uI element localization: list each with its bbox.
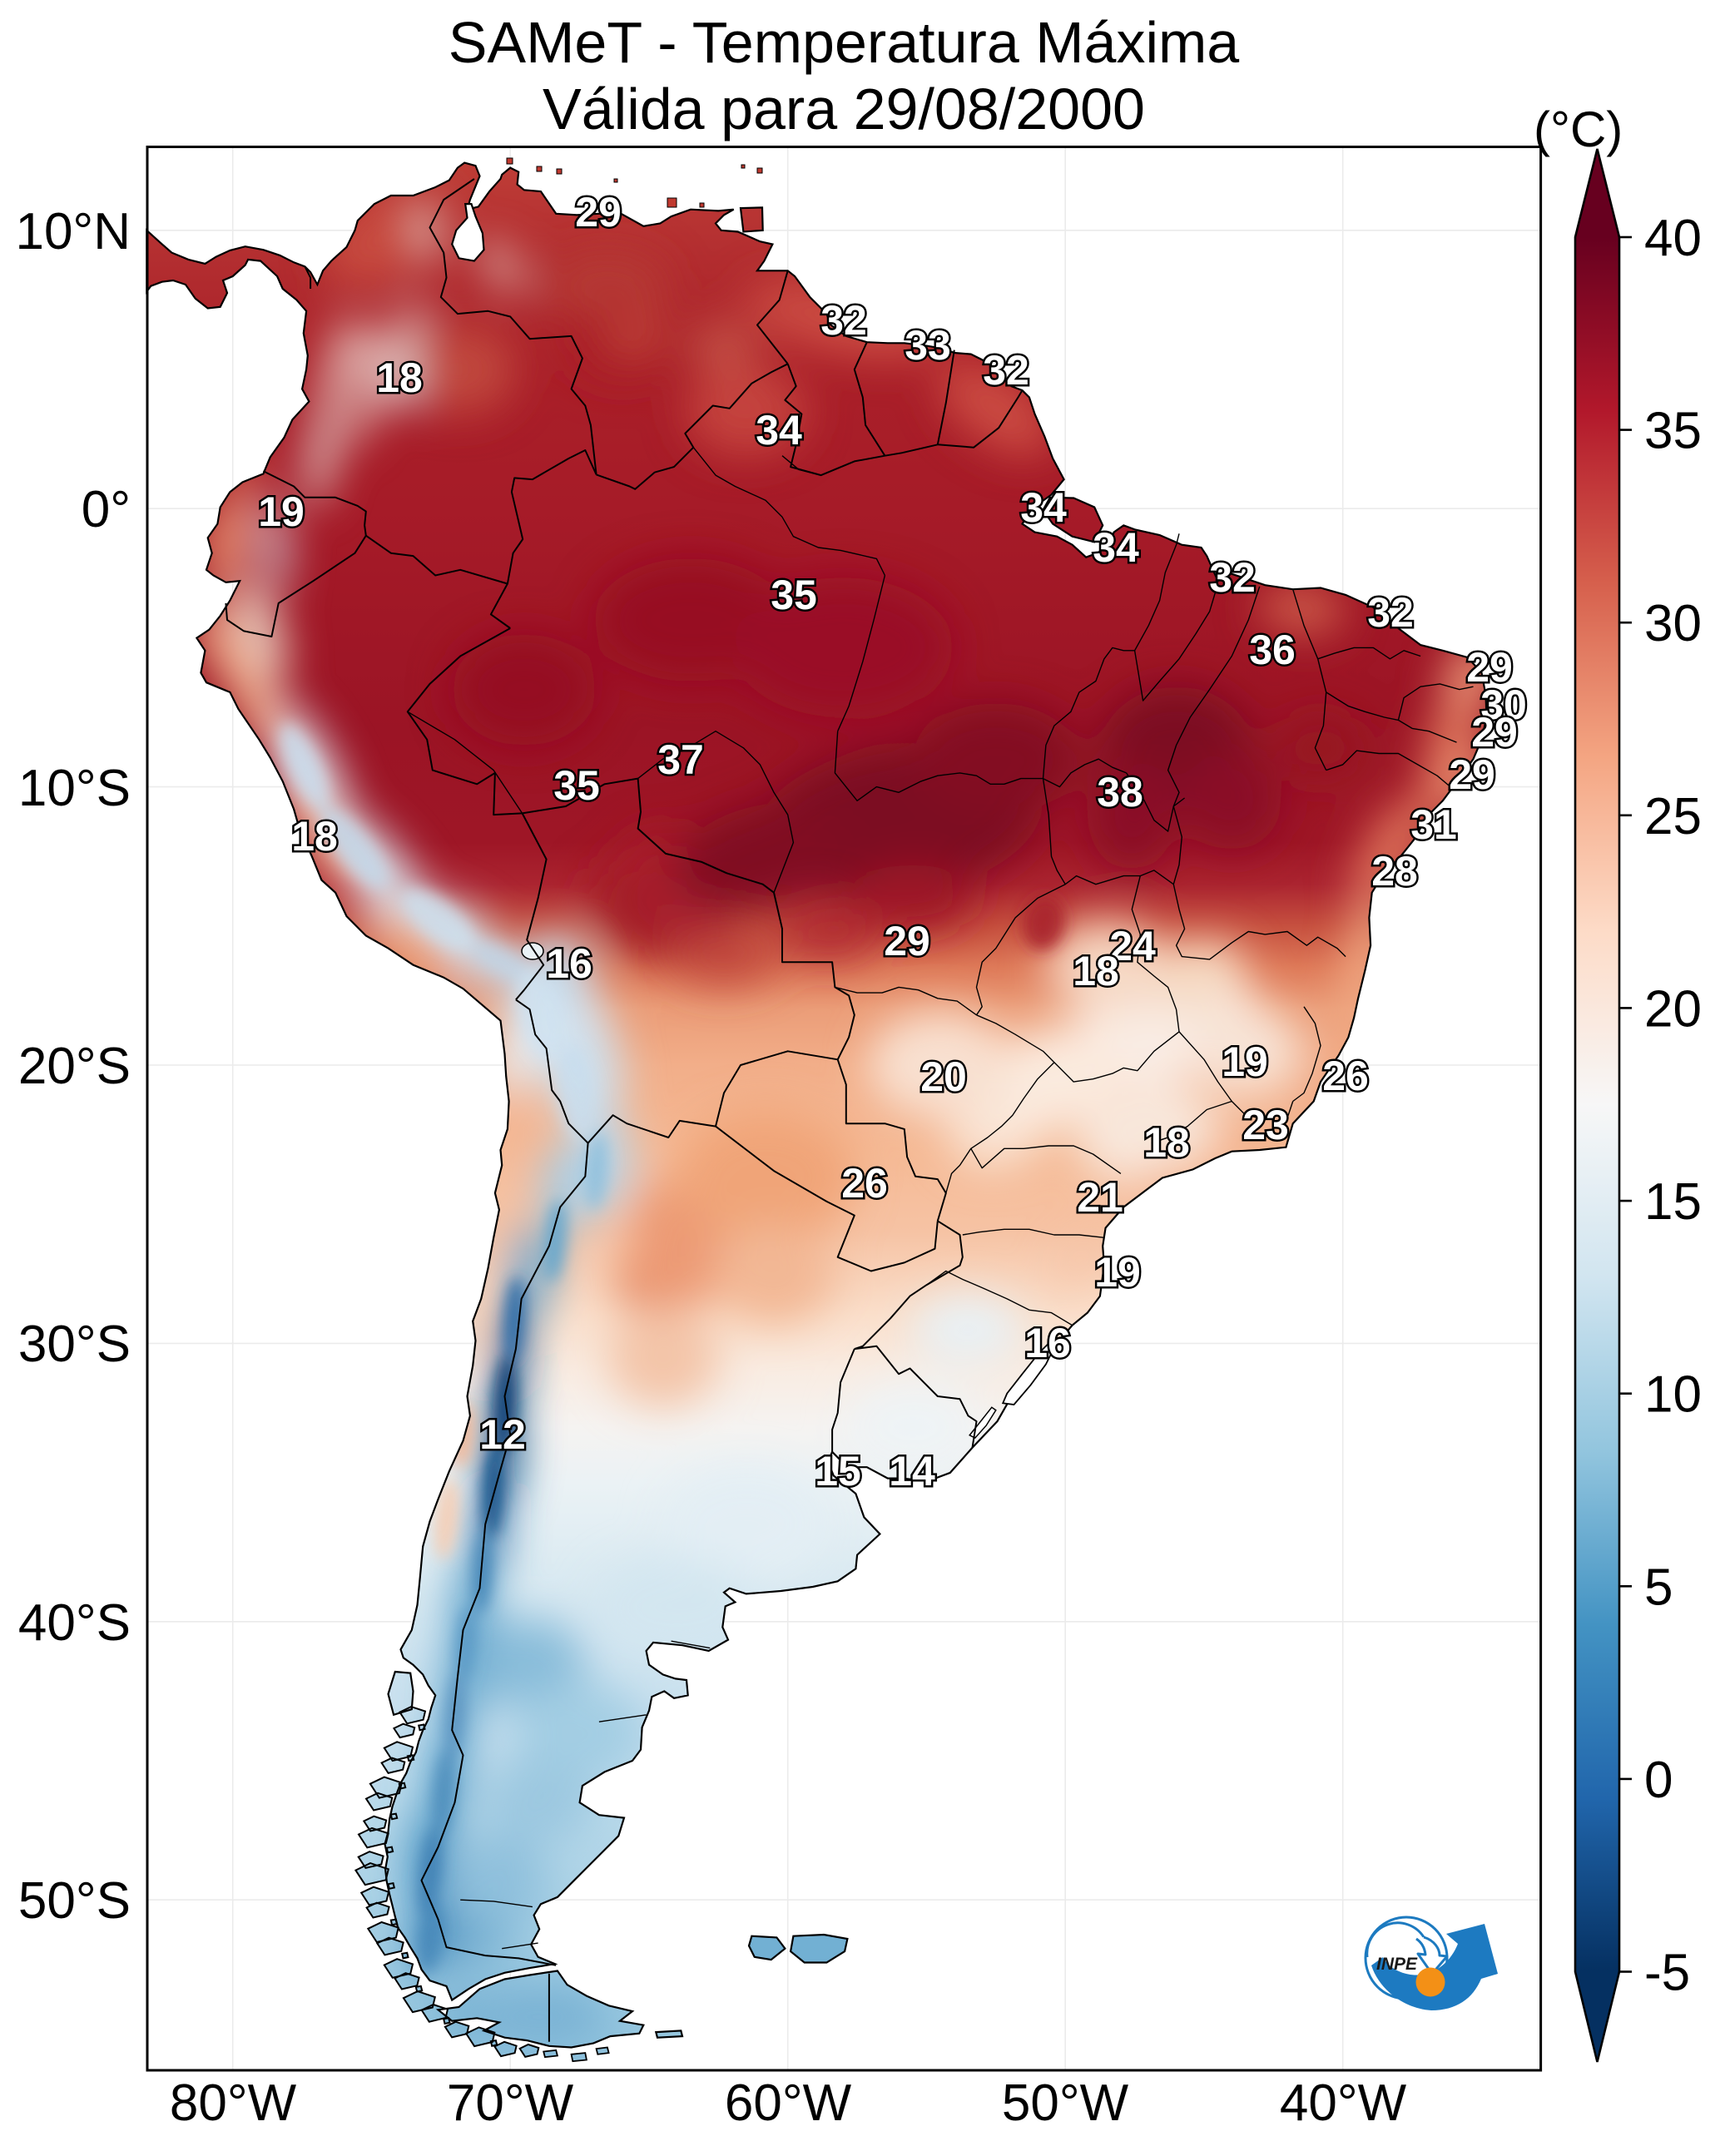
svg-text:31: 31: [1410, 801, 1457, 848]
svg-text:32: 32: [820, 297, 867, 344]
svg-text:40: 40: [1644, 210, 1702, 267]
svg-text:25: 25: [1644, 788, 1702, 845]
svg-text:21: 21: [1077, 1174, 1123, 1221]
svg-text:20: 20: [1644, 980, 1702, 1038]
svg-text:12: 12: [479, 1411, 526, 1458]
svg-text:70°W: 70°W: [447, 2074, 574, 2132]
svg-text:33: 33: [905, 322, 951, 369]
svg-text:18: 18: [1073, 948, 1119, 994]
svg-text:29: 29: [575, 189, 622, 235]
svg-text:29: 29: [1466, 644, 1513, 691]
svg-text:SAMeT - Temperatura Máxima: SAMeT - Temperatura Máxima: [449, 10, 1240, 75]
svg-text:18: 18: [1143, 1119, 1190, 1166]
svg-text:5: 5: [1644, 1559, 1673, 1616]
svg-text:40°W: 40°W: [1280, 2074, 1407, 2132]
svg-text:34: 34: [1093, 524, 1139, 571]
svg-text:15: 15: [815, 1448, 861, 1494]
svg-text:20°S: 20°S: [18, 1038, 131, 1095]
svg-text:18: 18: [291, 813, 338, 860]
svg-text:26: 26: [1322, 1053, 1369, 1099]
svg-text:30°S: 30°S: [18, 1316, 131, 1373]
svg-text:18: 18: [376, 354, 423, 401]
svg-text:10°N: 10°N: [15, 203, 131, 260]
svg-text:28: 28: [1371, 848, 1418, 895]
svg-text:60°W: 60°W: [725, 2074, 852, 2132]
svg-text:10: 10: [1644, 1366, 1702, 1424]
svg-text:14: 14: [889, 1448, 935, 1494]
svg-text:34: 34: [1020, 484, 1067, 531]
svg-text:19: 19: [258, 488, 305, 535]
svg-text:24: 24: [1109, 923, 1156, 969]
svg-text:0: 0: [1644, 1752, 1673, 1809]
svg-text:37: 37: [657, 736, 704, 783]
svg-text:30: 30: [1644, 595, 1702, 652]
svg-text:20: 20: [920, 1053, 967, 1100]
svg-text:32: 32: [983, 347, 1029, 394]
svg-text:35: 35: [771, 572, 817, 618]
svg-text:(°C): (°C): [1534, 102, 1623, 157]
svg-text:INPE: INPE: [1376, 1955, 1418, 1974]
svg-text:30: 30: [1480, 681, 1527, 728]
svg-text:35: 35: [1644, 403, 1702, 460]
svg-text:0°: 0°: [82, 481, 131, 538]
svg-text:40°S: 40°S: [18, 1594, 131, 1652]
svg-text:32: 32: [1367, 589, 1414, 636]
svg-text:32: 32: [1209, 554, 1256, 601]
svg-text:38: 38: [1097, 769, 1143, 815]
svg-text:Válida para 29/08/2000: Válida para 29/08/2000: [543, 77, 1145, 141]
svg-text:-5: -5: [1644, 1945, 1690, 2002]
svg-text:16: 16: [1024, 1320, 1071, 1366]
svg-text:15: 15: [1644, 1173, 1702, 1231]
svg-text:35: 35: [553, 762, 600, 809]
svg-text:29: 29: [884, 918, 930, 964]
svg-text:34: 34: [756, 407, 802, 454]
svg-text:19: 19: [1094, 1249, 1141, 1296]
svg-text:16: 16: [546, 940, 592, 987]
svg-text:19: 19: [1222, 1038, 1268, 1085]
svg-text:26: 26: [841, 1160, 888, 1207]
svg-text:23: 23: [1242, 1102, 1289, 1148]
svg-text:10°S: 10°S: [18, 760, 131, 817]
svg-text:29: 29: [1471, 709, 1518, 756]
svg-text:50°S: 50°S: [18, 1872, 131, 1930]
svg-text:50°W: 50°W: [1002, 2074, 1129, 2132]
svg-text:29: 29: [1449, 751, 1495, 798]
svg-text:36: 36: [1249, 627, 1296, 673]
svg-text:80°W: 80°W: [170, 2074, 297, 2132]
